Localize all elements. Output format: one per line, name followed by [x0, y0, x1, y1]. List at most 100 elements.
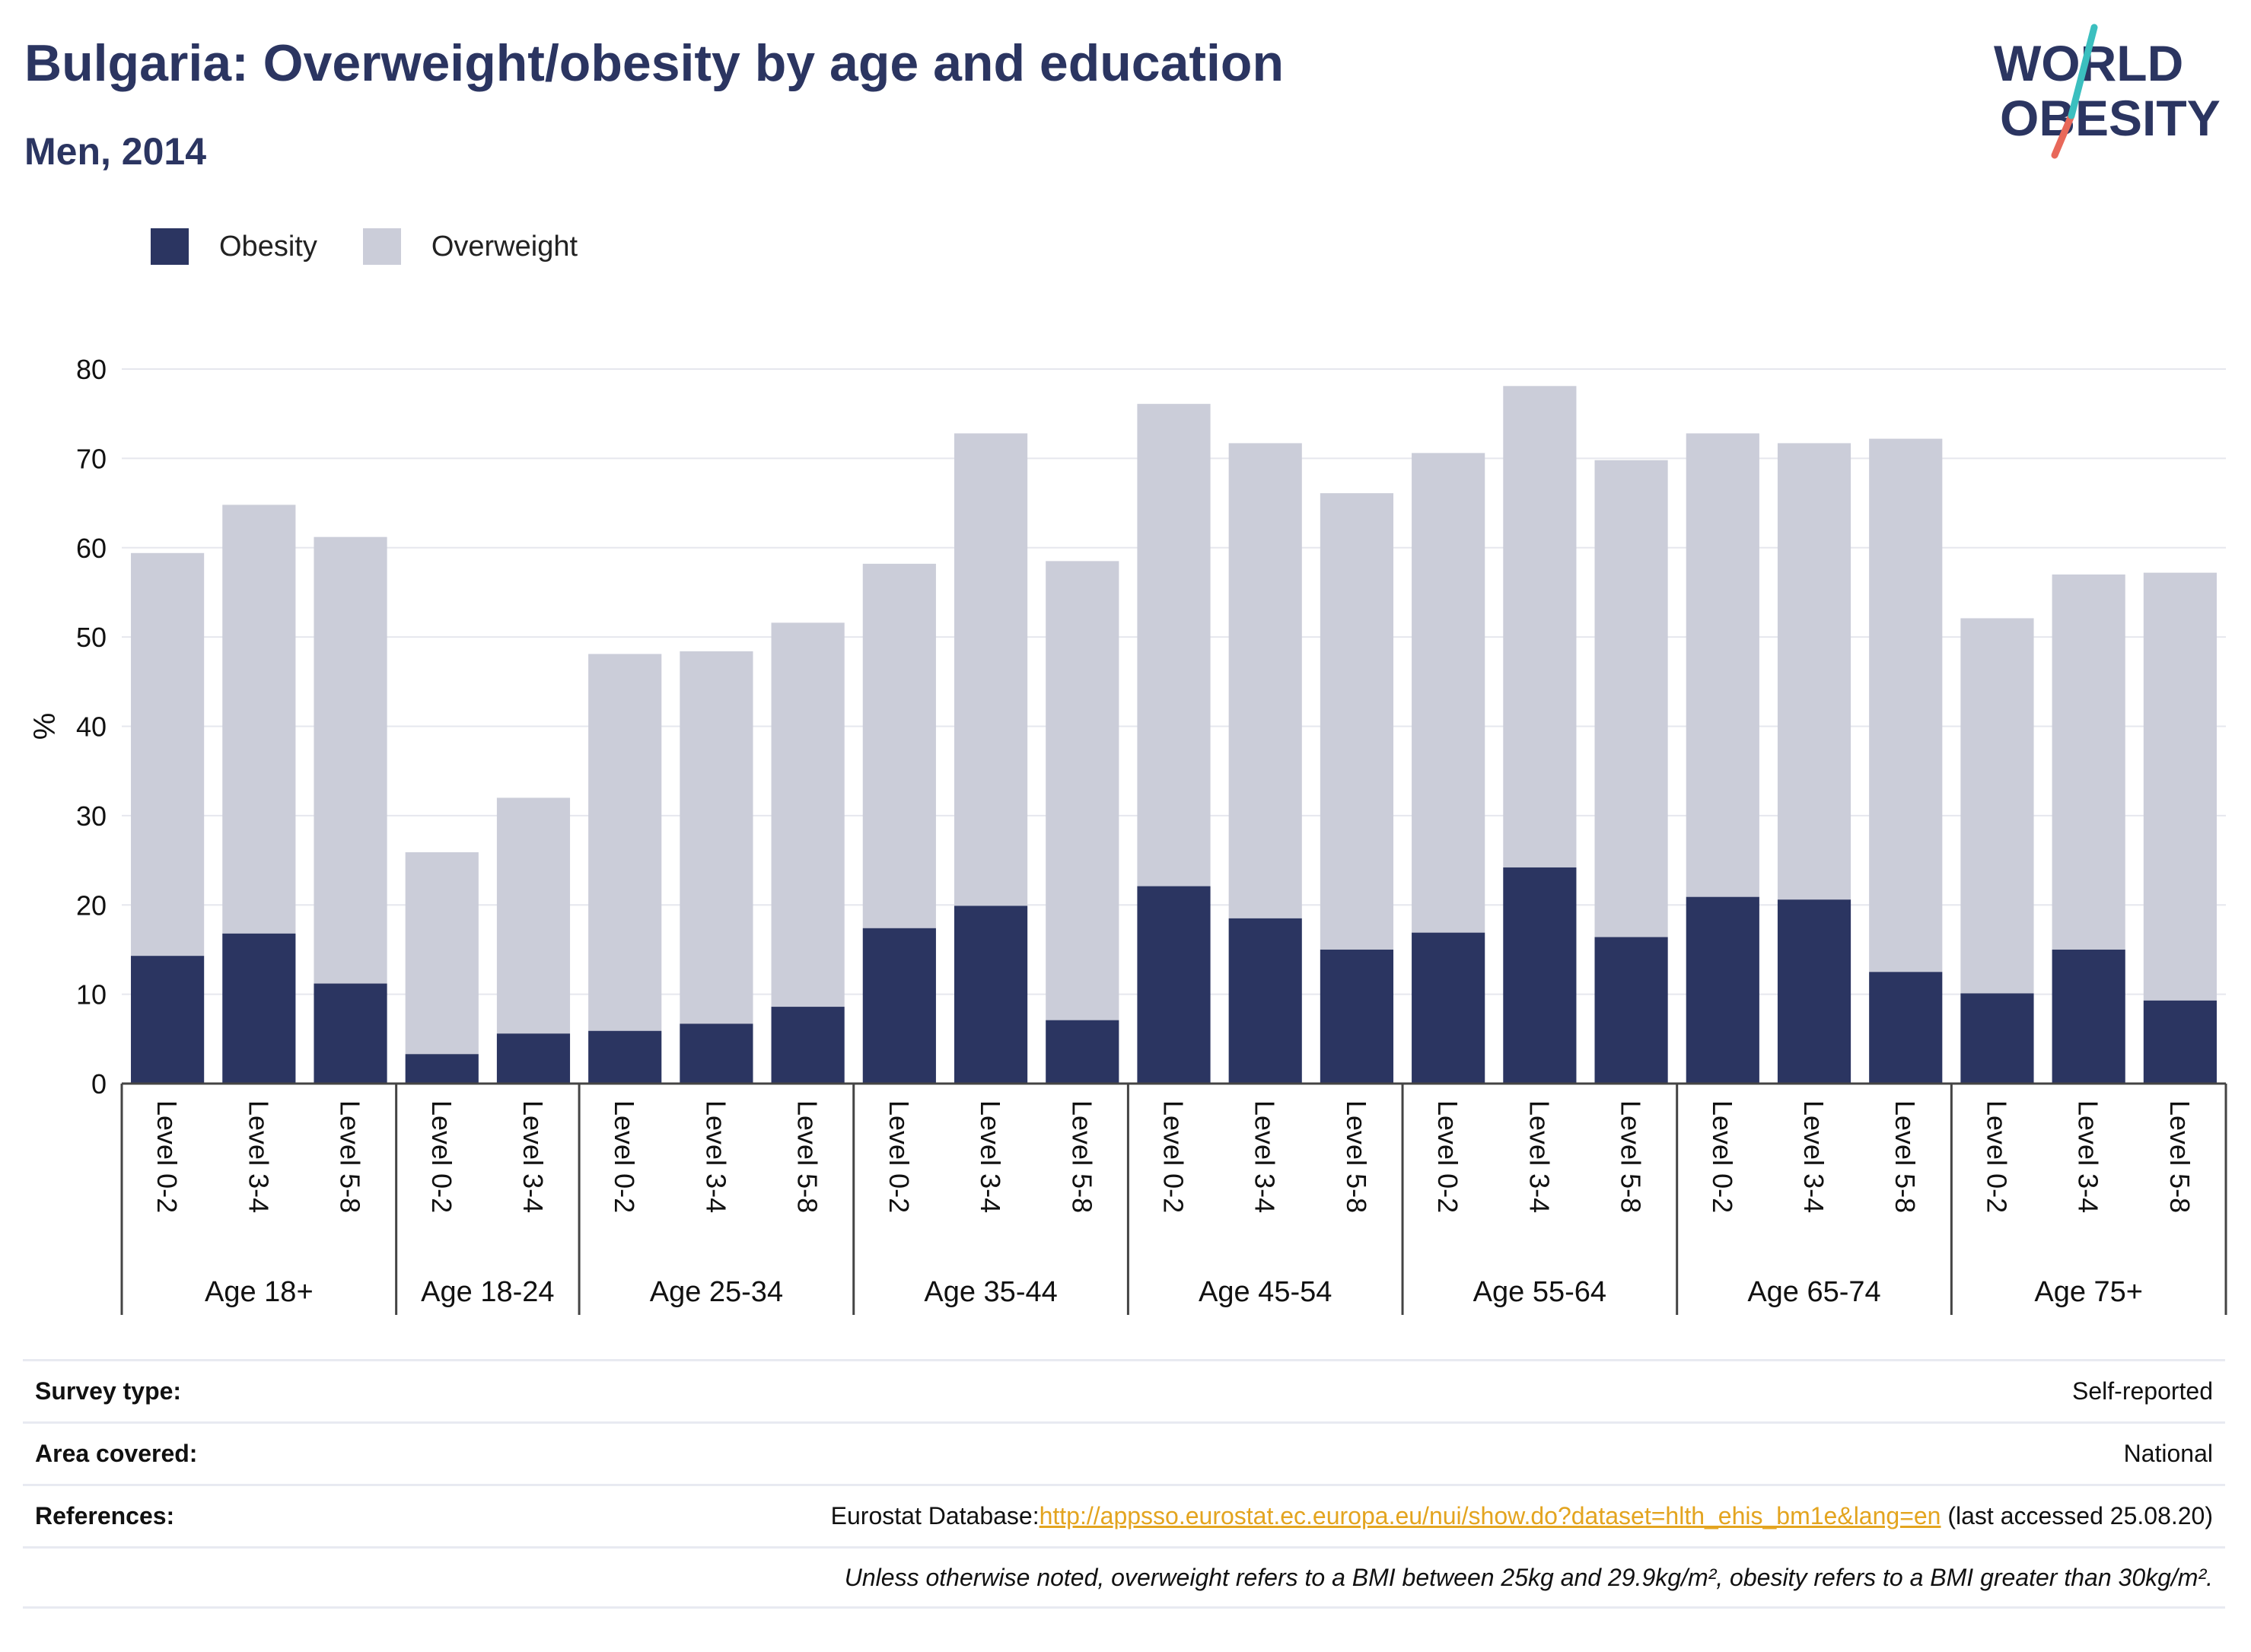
- x-category-label: Level 0-2: [1981, 1100, 2012, 1213]
- legend-item-obesity: Obesity: [151, 228, 317, 265]
- area-covered-value: National: [2123, 1440, 2213, 1467]
- bar-obesity: [680, 1023, 753, 1084]
- legend-item-overweight: Overweight: [362, 228, 578, 265]
- x-group-label: Age 45-54: [1199, 1276, 1332, 1308]
- x-category-label: Level 0-2: [151, 1100, 183, 1213]
- x-category-label: Level 5-8: [1066, 1100, 1097, 1213]
- y-tick-label: 0: [91, 1068, 107, 1100]
- bar-overweight: [1686, 433, 1759, 897]
- bar-obesity: [771, 1007, 845, 1084]
- bar-obesity: [1869, 972, 1943, 1084]
- references-link[interactable]: http://appsso.eurostat.ec.europa.eu/nui/…: [1039, 1502, 1941, 1529]
- bar-obesity: [1960, 993, 2034, 1084]
- references-prefix: Eurostat Database:: [830, 1502, 1040, 1529]
- bar-obesity: [862, 928, 936, 1084]
- bar-overweight: [131, 552, 205, 957]
- x-category-label: Level 3-4: [1798, 1100, 1829, 1213]
- legend-label-obesity: Obesity: [219, 230, 317, 263]
- bar-obesity: [954, 906, 1028, 1084]
- chart-legend: Obesity Overweight: [151, 225, 623, 268]
- x-group-label: Age 18+: [205, 1276, 314, 1308]
- x-category-label: Level 5-8: [335, 1100, 366, 1213]
- y-tick-label: 60: [76, 533, 107, 564]
- chart-subtitle: Men, 2014: [24, 130, 207, 173]
- bar-chart: 0 10 20 30 40 50 60 70 80% Level 0-2 Level 3-4 Leve…: [28, 354, 2227, 1315]
- bar-overweight: [2052, 574, 2125, 950]
- x-category-label: Level 0-2: [884, 1100, 915, 1213]
- survey-type-label: Survey type:: [35, 1377, 182, 1405]
- y-tick-label: 80: [76, 354, 107, 385]
- bar-obesity: [1503, 867, 1577, 1084]
- x-category-label: Level 3-4: [1523, 1100, 1555, 1213]
- bar-obesity: [1594, 937, 1668, 1084]
- x-category-label: Level 3-4: [1250, 1100, 1281, 1213]
- bar-overweight: [496, 797, 571, 1034]
- bar-obesity: [1777, 899, 1851, 1084]
- logo-slash-teal: [2068, 24, 2098, 119]
- world-obesity-logo: WORLD OBESITY: [1994, 24, 2221, 159]
- bar-overweight: [1960, 618, 2034, 994]
- references-suffix: (last accessed 25.08.20): [1941, 1502, 2213, 1529]
- bar-obesity: [1046, 1020, 1119, 1084]
- y-tick-label: 10: [76, 979, 107, 1011]
- x-category-label: Level 0-2: [1432, 1100, 1463, 1213]
- x-group-label: Age 75+: [2034, 1276, 2143, 1308]
- x-category-label: Level 3-4: [975, 1100, 1006, 1213]
- x-group-label: Age 18-24: [421, 1276, 554, 1308]
- bmi-note: Unless otherwise noted, overweight refer…: [844, 1563, 2213, 1591]
- y-tick-label: 20: [76, 890, 107, 921]
- bar-obesity: [588, 1030, 662, 1084]
- chart-title: Bulgaria: Overweight/obesity by age and …: [24, 34, 1285, 92]
- x-category-label: Level 3-4: [517, 1100, 549, 1213]
- bar-obesity: [1228, 918, 1302, 1084]
- area-covered-label: Area covered:: [35, 1440, 198, 1467]
- x-category-label: Level 5-8: [792, 1100, 823, 1213]
- x-category-label: Level 0-2: [426, 1100, 457, 1213]
- x-category-label: Level 5-8: [1616, 1100, 1647, 1213]
- bar-obesity: [314, 983, 387, 1084]
- y-tick-label: 30: [76, 801, 107, 832]
- bar-overweight: [1869, 438, 1943, 972]
- bar-obesity: [2143, 1000, 2217, 1084]
- x-category-label: Level 3-4: [700, 1100, 731, 1213]
- bar-overweight: [405, 851, 479, 1055]
- bar-overweight: [1503, 386, 1577, 867]
- bar-overweight: [1777, 443, 1851, 900]
- bar-overweight: [680, 651, 753, 1024]
- x-category-label: Level 5-8: [2164, 1100, 2195, 1213]
- legend-swatch-overweight: [362, 228, 401, 265]
- x-category-label: Level 3-4: [2073, 1100, 2104, 1213]
- info-table: Survey type: Self-reported Area covered:…: [23, 1359, 2225, 1609]
- bar-overweight: [771, 622, 845, 1007]
- x-category-label: Level 5-8: [1341, 1100, 1372, 1213]
- bar-overweight: [588, 654, 662, 1031]
- bar-obesity: [1137, 886, 1211, 1084]
- info-row-area: Area covered: National: [23, 1421, 2225, 1484]
- bar-overweight: [1046, 561, 1119, 1020]
- bar-overweight: [1594, 460, 1668, 937]
- bar-obesity: [1686, 896, 1759, 1084]
- logo-slash-red: [2051, 112, 2075, 159]
- y-axis-title: %: [28, 713, 62, 740]
- info-row-references: References: Eurostat Database:http://app…: [23, 1484, 2225, 1546]
- info-row-survey-type: Survey type: Self-reported: [23, 1359, 2225, 1421]
- bar-obesity: [222, 933, 296, 1084]
- bar-overweight: [1320, 493, 1394, 950]
- bar-obesity: [1320, 949, 1394, 1084]
- y-tick-label: 50: [76, 622, 107, 653]
- y-tick-label: 40: [76, 711, 107, 743]
- x-category-label: Level 3-4: [243, 1100, 274, 1213]
- bar-overweight: [1137, 403, 1211, 886]
- x-category-label: Level 0-2: [609, 1100, 640, 1213]
- bar-overweight: [1412, 453, 1485, 933]
- bar-overweight: [862, 563, 936, 928]
- logo-text-obesity: OBESITY: [2000, 90, 2221, 146]
- x-group-label: Age 55-64: [1473, 1276, 1606, 1308]
- bar-overweight: [2143, 572, 2217, 1001]
- legend-swatch-obesity: [151, 228, 189, 265]
- bar-obesity: [131, 956, 205, 1084]
- bar-overweight: [954, 433, 1028, 906]
- references-label: References:: [35, 1502, 175, 1529]
- bar-overweight: [314, 536, 387, 984]
- bar-obesity: [405, 1054, 479, 1084]
